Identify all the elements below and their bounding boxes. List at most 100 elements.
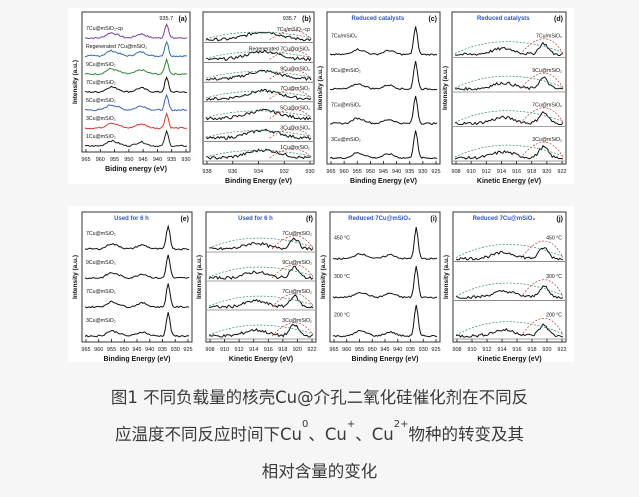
x-tick-label: 934 [254,169,263,175]
trace-label: 300 °C [546,274,562,280]
x-tick-label: 912 [482,347,491,353]
fit-component [269,128,312,139]
x-tick-label: 965 [329,347,338,353]
xps-figure: (a) Intensity (a.u.) Biding energy (eV) 965… [72,11,567,363]
x-tick-label: 940 [393,347,402,353]
x-axis-label: Kinetic Energy (eV) [477,356,541,363]
trace-label: 9Cu@mSiO₂ [282,260,312,266]
y-axis-label: Intensity (a.u.) [442,66,449,110]
x-axis-label: Biding energy (eV) [105,166,167,173]
caption-line-1: 图1 不同负载量的核壳Cu@介孔二氧化硅催化剂在不同反 [110,388,529,407]
panel-id: (j) [556,216,563,223]
trace-label: 9Cu@mSiO₂ [532,68,562,74]
x-tick-label: 912 [482,169,491,175]
y-axis-label: Intensity (a.u.) [196,255,203,299]
spectrum-trace [84,93,188,112]
x-tick-label: 920 [542,347,551,353]
trace-label: 3Cu@mSiO₂ [331,137,361,143]
spectrum-trace [208,265,314,280]
x-tick-label: 960 [96,157,105,163]
x-axis-label: Binding Energy (eV) [104,356,171,363]
spectrum-trace [84,283,190,309]
trace-label: 7Cu@mSiO₂ [86,80,116,86]
trace-label: 7Cu@mSiO₂ [282,231,312,237]
x-tick-label: 910 [220,347,229,353]
x-tick-label: 930 [418,169,427,175]
x-axis-label: Binding Energy (eV) [352,356,419,363]
panel-subtitle: Reduced 7Cu@mSiO₂ [473,216,536,222]
x-tick-label: 914 [497,169,506,175]
y-axis-label: Intensity (a.u.) [443,255,450,299]
spectrum-trace [205,31,312,42]
x-tick-label: 925 [183,347,192,353]
x-tick-label: 935 [167,157,176,163]
x-tick-label: 938 [202,169,211,175]
x-tick-label: 918 [278,347,287,353]
spectrum-trace [332,266,438,299]
fit-component [205,51,312,59]
spectrum-trace [84,129,188,148]
spectrum-trace [455,323,564,338]
x-tick-label: 930 [305,169,314,175]
x-tick-label: 955 [355,347,364,353]
spectrum-trace [455,247,564,261]
spectrum-trace [208,237,314,251]
trace-label: 300 °C [334,274,350,280]
fit-component [455,321,564,336]
trace-label: 3Cu@mSiO₂ [86,318,116,324]
fit-component [520,142,564,159]
trace-label: 450 °C [334,235,350,241]
spectrum-trace [454,76,564,91]
panel-id: (a) [178,16,187,23]
x-tick-label: 922 [307,347,316,353]
trace-label: 5Cu@mSiO₂ [86,98,116,104]
trace-label: 9Cu@mSiO₂ [86,62,116,68]
x-tick-label: 955 [110,157,119,163]
fit-component [205,130,312,138]
panel-id: (f) [306,216,313,223]
x-tick-label: 940 [145,347,154,353]
x-tick-label: 918 [527,347,536,353]
x-axis-label: Binding Energy (eV) [350,178,417,185]
x-tick-label: 950 [368,347,377,353]
spectrum-trace [206,88,312,101]
trace-label: 7Cu@mSiO₂-cp [86,26,123,32]
x-tick-label: 916 [512,169,521,175]
spectrum-trace [454,41,564,56]
x-tick-label: 935 [158,347,167,353]
trace-label: 7Cu/mSiO₂ [536,34,562,40]
fit-component [205,71,312,79]
spectrum-trace [84,254,190,280]
trace-label: 5Cu@mSiO₂ [280,106,310,112]
fit-component [520,73,564,90]
trace-label: 7Cu/mSiO₂ [331,34,357,40]
x-tick-label: 920 [293,347,302,353]
panel-id: (b) [302,16,311,23]
spectrum-trace [84,76,188,94]
spectrum-trace [205,49,312,62]
y-axis-label: Intensity (a.u.) [72,60,79,104]
x-tick-label: 916 [264,347,273,353]
fit-component [520,107,564,124]
trace-label: 9Cu@mSiO₂ [331,68,361,74]
fit-component [454,110,564,123]
x-tick-label: 950 [124,157,133,163]
spectrum-trace [84,40,188,58]
x-axis-label: Kinetic Energy (eV) [229,356,293,363]
caption-line-2: 应温度不同反应时间下Cu0、Cu+、Cu2+物种的转变及其 [115,419,524,444]
panel-id: (c) [428,16,437,23]
fit-component [269,30,312,40]
panel-id: (e) [180,216,189,223]
spectrum-trace [208,294,314,309]
trace-label: 9Cu@mSiO₂ [86,260,116,266]
trace-label: 7Cu@mSiO₂ [331,103,361,109]
panel-subtitle: Used for 6 h [238,216,273,222]
fit-component [205,90,312,99]
x-tick-label: 930 [419,347,428,353]
fit-component [520,318,564,337]
x-tick-label: 960 [340,169,349,175]
x-axis-label: Binding Energy (eV) [225,178,292,185]
fit-component [520,240,564,259]
x-tick-label: 910 [467,347,476,353]
spectrum-trace [329,26,438,56]
